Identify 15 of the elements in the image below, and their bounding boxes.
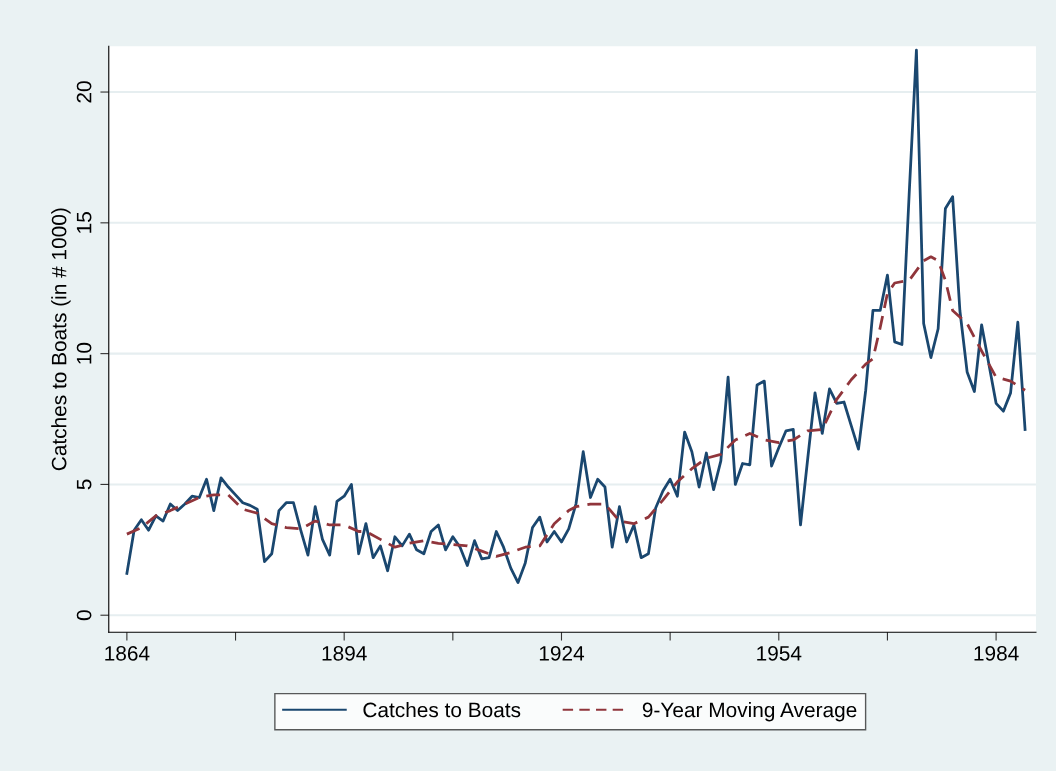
x-tick-label: 1894 (322, 645, 367, 661)
y-tick-label: 0 (76, 610, 92, 621)
y-tick-label: 15 (76, 212, 92, 233)
line-series (125, 255, 1027, 558)
legend-label: 9-Year Moving Average (642, 701, 857, 722)
line-series (125, 48, 1027, 584)
x-tick-label: 1924 (539, 645, 585, 661)
y-axis-title: Catches to Boats (in # 1000) (51, 208, 71, 471)
y-tick-label: 10 (76, 342, 92, 364)
x-tick-label: 1984 (974, 645, 1019, 661)
legend-label: Catches to Boats (363, 701, 521, 718)
y-tick-label: 20 (76, 81, 92, 103)
x-tick-label: 1864 (105, 645, 150, 661)
y-tick-label: 5 (76, 479, 92, 490)
x-tick-label: 1954 (757, 645, 802, 661)
